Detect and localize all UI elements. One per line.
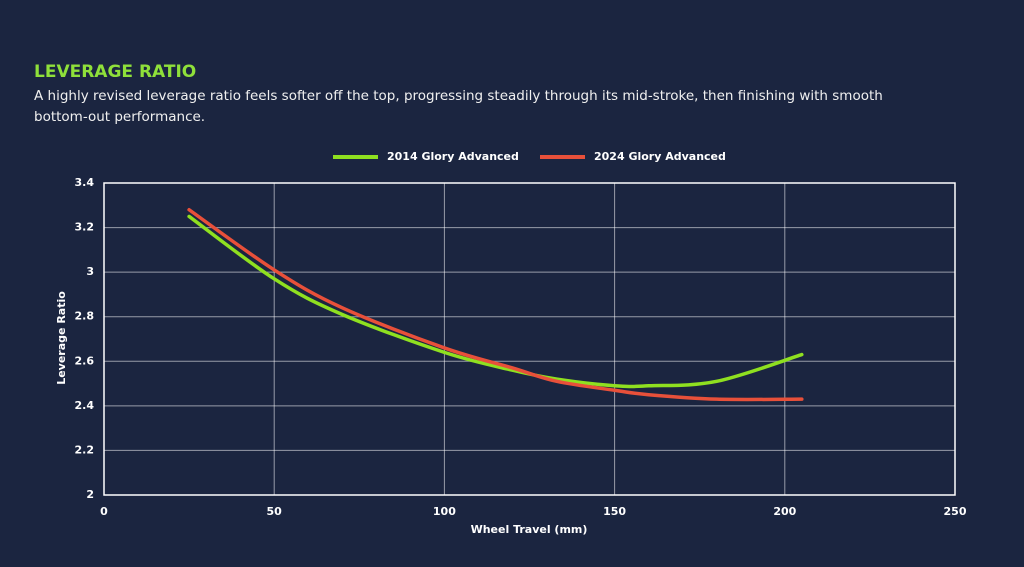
y-tick-label: 2	[86, 488, 94, 501]
plot-border	[103, 182, 956, 496]
y-tick-label: 3.2	[75, 221, 95, 234]
x-axis-label: Wheel Travel (mm)	[471, 523, 588, 536]
x-tick-label: 200	[773, 505, 796, 518]
section-title: LEVERAGE RATIO	[34, 62, 197, 82]
y-tick-label: 2.6	[75, 354, 95, 367]
section-description: A highly revised leverage ratio feels so…	[34, 88, 883, 125]
x-tick-label: 100	[433, 505, 456, 518]
legend-label: 2014 Glory Advanced	[387, 150, 519, 163]
y-tick-label: 3.4	[75, 176, 95, 189]
x-tick-label: 150	[603, 505, 626, 518]
y-tick-label: 2.4	[75, 399, 95, 412]
series-line	[187, 207, 804, 402]
y-axis-label: Leverage Ratio	[55, 291, 68, 385]
x-tick-label: 0	[100, 505, 108, 518]
x-tick-label: 250	[944, 505, 967, 518]
legend-label: 2024 Glory Advanced	[594, 150, 726, 163]
y-tick-label: 2.2	[75, 443, 95, 456]
y-tick-label: 3	[86, 265, 94, 278]
y-tick-label: 2.8	[75, 310, 95, 323]
x-tick-label: 50	[267, 505, 283, 518]
